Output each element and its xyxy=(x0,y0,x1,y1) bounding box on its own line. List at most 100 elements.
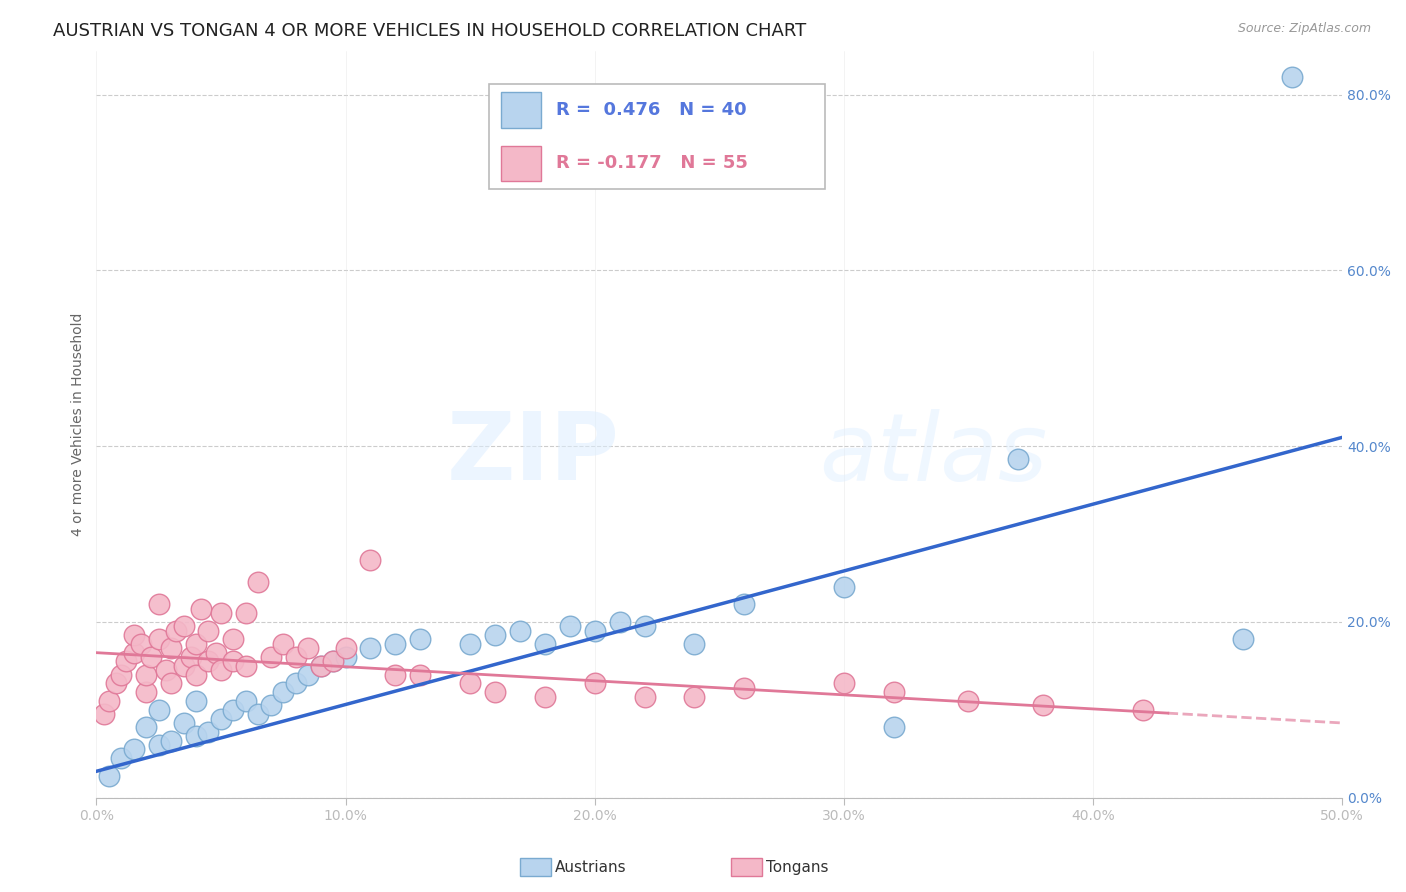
Point xyxy=(110,751,132,765)
Text: R =  0.476   N = 40: R = 0.476 N = 40 xyxy=(557,101,747,119)
Point xyxy=(409,632,432,647)
Point xyxy=(135,685,157,699)
Point xyxy=(190,601,212,615)
Point xyxy=(832,676,855,690)
Point xyxy=(284,676,307,690)
Point xyxy=(105,676,128,690)
Bar xyxy=(502,145,541,181)
Point xyxy=(609,615,631,629)
Point xyxy=(148,703,170,717)
Point xyxy=(235,694,257,708)
Point xyxy=(260,698,283,713)
Point xyxy=(633,690,655,704)
Text: atlas: atlas xyxy=(818,409,1047,500)
Point xyxy=(957,694,980,708)
Point xyxy=(297,641,319,656)
Point xyxy=(558,619,581,633)
Point xyxy=(129,637,152,651)
Point xyxy=(271,637,294,651)
Point xyxy=(583,676,606,690)
Point xyxy=(1007,452,1029,467)
Point xyxy=(148,598,170,612)
Point xyxy=(235,658,257,673)
Point xyxy=(458,676,481,690)
Point xyxy=(683,637,706,651)
Point xyxy=(1132,703,1154,717)
Point xyxy=(384,667,406,681)
Point xyxy=(322,655,344,669)
Point xyxy=(184,637,207,651)
Point xyxy=(97,694,120,708)
Point xyxy=(184,667,207,681)
Point xyxy=(309,658,332,673)
Point xyxy=(205,646,228,660)
Y-axis label: 4 or more Vehicles in Household: 4 or more Vehicles in Household xyxy=(72,312,86,536)
Point xyxy=(484,685,506,699)
Point xyxy=(122,646,145,660)
Text: Tongans: Tongans xyxy=(766,860,828,874)
Point xyxy=(284,650,307,665)
Point xyxy=(335,641,357,656)
Point xyxy=(359,553,381,567)
Bar xyxy=(502,92,541,128)
Point xyxy=(93,707,115,722)
Point xyxy=(197,724,219,739)
Point xyxy=(222,655,245,669)
Point xyxy=(184,694,207,708)
Point xyxy=(1232,632,1254,647)
Point xyxy=(222,703,245,717)
Point xyxy=(583,624,606,638)
Text: Austrians: Austrians xyxy=(555,860,627,874)
Point xyxy=(335,650,357,665)
Point xyxy=(458,637,481,651)
Point xyxy=(633,619,655,633)
Point xyxy=(135,667,157,681)
Point xyxy=(297,667,319,681)
Point xyxy=(148,632,170,647)
FancyBboxPatch shape xyxy=(489,85,825,189)
Point xyxy=(160,733,183,747)
Point xyxy=(883,685,905,699)
Point xyxy=(122,628,145,642)
Point xyxy=(165,624,187,638)
Point xyxy=(509,624,531,638)
Point xyxy=(180,650,202,665)
Point xyxy=(173,619,195,633)
Point xyxy=(197,655,219,669)
Point xyxy=(173,658,195,673)
Point xyxy=(184,729,207,743)
Point xyxy=(222,632,245,647)
Point xyxy=(534,690,557,704)
Point xyxy=(683,690,706,704)
Point xyxy=(235,606,257,620)
Point xyxy=(148,738,170,752)
Point xyxy=(197,624,219,638)
Point xyxy=(141,650,163,665)
Point xyxy=(110,667,132,681)
Point xyxy=(247,575,270,590)
Text: Source: ZipAtlas.com: Source: ZipAtlas.com xyxy=(1237,22,1371,36)
Point xyxy=(160,676,183,690)
Point xyxy=(135,720,157,734)
Point xyxy=(209,712,232,726)
Point xyxy=(1032,698,1054,713)
Point xyxy=(883,720,905,734)
Text: R = -0.177   N = 55: R = -0.177 N = 55 xyxy=(557,154,748,172)
Point xyxy=(1281,70,1303,84)
Point xyxy=(309,658,332,673)
Point xyxy=(97,769,120,783)
Point xyxy=(173,716,195,731)
Point xyxy=(209,663,232,677)
Point xyxy=(115,655,138,669)
Text: ZIP: ZIP xyxy=(447,408,620,500)
Point xyxy=(160,641,183,656)
Point xyxy=(484,628,506,642)
Point xyxy=(832,580,855,594)
Text: AUSTRIAN VS TONGAN 4 OR MORE VEHICLES IN HOUSEHOLD CORRELATION CHART: AUSTRIAN VS TONGAN 4 OR MORE VEHICLES IN… xyxy=(53,22,807,40)
Point xyxy=(322,655,344,669)
Point xyxy=(534,637,557,651)
Point xyxy=(359,641,381,656)
Point xyxy=(733,681,755,695)
Point xyxy=(247,707,270,722)
Point xyxy=(271,685,294,699)
